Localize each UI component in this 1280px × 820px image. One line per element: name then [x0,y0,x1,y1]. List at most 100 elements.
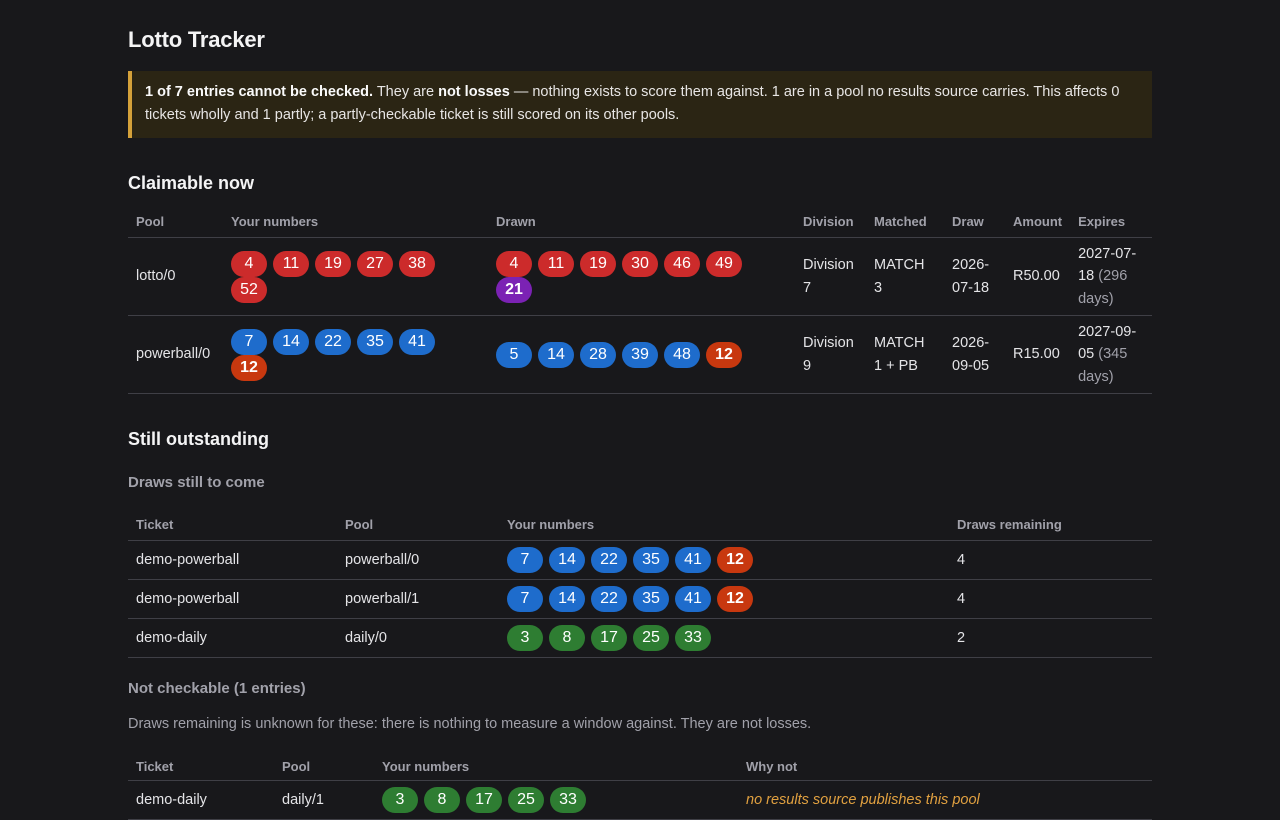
number-ball: 7 [507,547,543,573]
draws-remaining-cell: 4 [949,579,1152,619]
notice-text-2: — nothing exists to score them against. … [145,84,1120,123]
number-ball: 46 [664,250,700,277]
number-ball: 30 [622,250,658,277]
number-ball: 17 [591,625,627,651]
pool-cell: daily/0 [337,618,499,658]
division-cell: Division 9 [795,315,866,394]
number-ball: 27 [357,250,393,277]
number-ball: 25 [508,787,544,813]
matched-cell: MATCH 3 [866,237,944,316]
draw-date-cell: 2026-07-18 [944,237,1005,316]
number-ball: 5 [496,341,532,368]
table-row: demo-powerball powerball/1 7 14 22 35 41 12 4 [128,579,1152,619]
expires-date: 2027-09-05 [1078,323,1137,363]
amount-cell: R15.00 [1005,315,1071,394]
column-header: Pool [337,509,499,541]
expires-days: (345 days) [1078,346,1128,385]
draw-date-cell: 2026-09-05 [944,315,1005,394]
table-header-row: Ticket Pool Your numbers Draws remaining [128,509,1152,541]
column-header: Ticket [128,509,337,541]
column-header: Pool [128,206,223,238]
number-ball: 7 [231,328,267,355]
amount-cell: R50.00 [1005,237,1071,316]
number-ball: 41 [675,586,711,612]
page: Lotto Tracker 1 of 7 entries cannot be c… [128,0,1152,820]
notice-headline: 1 of 7 entries cannot be checked. [145,84,374,100]
division-cell: Division 7 [795,237,866,316]
column-header: Division [795,206,866,238]
expires-cell: 2027-07-18 (296 days) [1070,237,1152,316]
claimable-heading: Claimable now [128,173,255,193]
your-numbers-cell: 3 8 17 25 33 [499,618,949,658]
number-ball: 4 [231,250,267,277]
claimable-table: Pool Your numbers Drawn Division Matched… [128,206,1152,394]
number-ball: 52 [231,276,267,303]
number-ball: 14 [273,328,309,355]
bonus-ball: 21 [496,276,532,303]
drawn-numbers-cell: 5 14 28 39 48 12 [488,315,795,394]
draws-remaining-cell: 2 [949,618,1152,658]
ticket-cell: demo-powerball [128,540,337,580]
not-checkable-table: Ticket Pool Your numbers Why not demo-da… [128,752,1152,820]
bonus-ball: 12 [231,354,267,381]
table-row: demo-daily daily/0 3 8 17 25 33 2 [128,618,1152,658]
table-row: demo-daily daily/1 3 8 17 25 33 no results s… [128,780,1152,820]
number-ball: 11 [273,250,309,277]
drawn-numbers-cell: 4 11 19 30 46 49 21 [488,237,795,316]
pool-cell: lotto/0 [128,237,223,316]
number-ball: 25 [633,625,669,651]
bonus-ball: 12 [717,586,753,612]
column-header: Pool [274,752,374,781]
notice-text-1: They are [373,84,439,100]
table-row: powerball/0 7 14 22 35 4112 5 14 28 39 48 12 Divi… [128,315,1152,394]
number-ball: 38 [399,250,435,277]
number-ball: 48 [664,341,700,368]
outstanding-heading: Still outstanding [128,429,269,449]
number-ball: 22 [591,547,627,573]
expires-date: 2027-07-18 [1078,245,1137,285]
pool-cell: powerball/0 [337,540,499,580]
ticket-cell: demo-powerball [128,579,337,619]
pool-cell: powerball/1 [337,579,499,619]
page-title: Lotto Tracker [128,27,265,52]
number-ball: 4 [496,250,532,277]
your-numbers-cell: 4 11 19 27 38 52 [223,237,488,316]
number-ball: 19 [315,250,351,277]
column-header: Your numbers [374,752,738,781]
number-ball: 14 [549,547,585,573]
number-ball: 28 [580,341,616,368]
column-header: Ticket [128,752,274,781]
why-not-cell: no results source publishes this pool [738,780,1152,820]
column-header: Your numbers [499,509,949,541]
number-ball: 14 [538,341,574,368]
pool-cell: daily/1 [274,780,374,820]
number-ball: 35 [633,547,669,573]
number-ball: 3 [507,625,543,651]
column-header: Why not [738,752,1152,781]
notice-emphasis: not losses [438,84,510,100]
bonus-ball: 12 [717,547,753,573]
column-header: Expires [1070,206,1152,238]
number-ball: 41 [675,547,711,573]
number-ball: 49 [706,250,742,277]
expires-cell: 2027-09-05 (345 days) [1070,315,1152,394]
not-checkable-heading: Not checkable (1 entries) [128,680,306,697]
number-ball: 3 [382,787,418,813]
number-ball: 7 [507,586,543,612]
number-ball: 33 [675,625,711,651]
table-header-row: Pool Your numbers Drawn Division Matched… [128,206,1152,238]
expires-days: (296 days) [1078,268,1128,307]
number-ball: 22 [591,586,627,612]
table-row: demo-powerball powerball/0 7 14 22 35 41 12 4 [128,540,1152,580]
column-header: Drawn [488,206,795,238]
upcoming-heading: Draws still to come [128,474,265,491]
number-ball: 8 [424,787,460,813]
column-header: Amount [1005,206,1071,238]
ticket-cell: demo-daily [128,780,274,820]
matched-cell: MATCH 1 + PB [866,315,944,394]
ticket-cell: demo-daily [128,618,337,658]
column-header: Draw [944,206,1005,238]
